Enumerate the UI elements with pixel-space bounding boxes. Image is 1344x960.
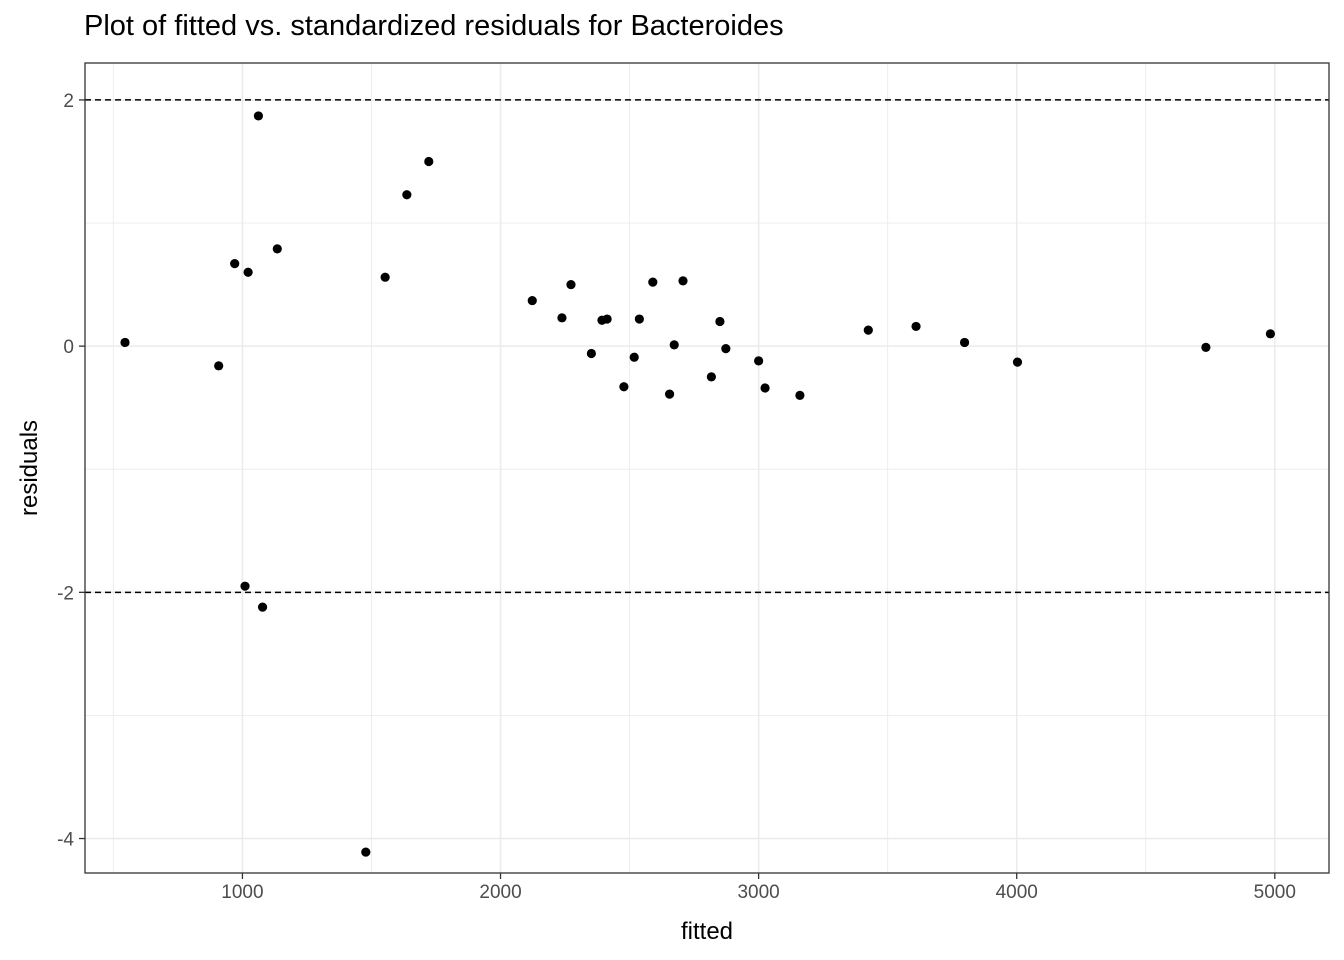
data-point [424,156,434,167]
data-point [380,272,390,282]
data-point [586,348,596,359]
y-tick-label: 2 [63,91,74,112]
data-point [1201,342,1211,352]
x-tick-label: 3000 [737,882,779,903]
data-point [634,314,644,324]
data-point [557,313,567,323]
data-point [669,340,679,350]
data-point [795,390,805,400]
data-point [619,382,629,392]
x-axis-ticks: 1000 2000 3000 4000 5000 [221,873,1296,903]
data-point [257,602,268,612]
data-point [648,277,658,287]
data-point [706,372,716,382]
data-point [272,244,282,254]
data-point [911,321,921,332]
data-point [863,325,873,335]
x-tick-label: 4000 [996,882,1038,903]
grid-lines [85,63,1329,873]
data-point [1012,357,1023,367]
y-axis-title: residuals [16,420,43,516]
data-point [240,581,250,591]
y-tick-label: 0 [63,337,74,358]
data-point [754,356,764,366]
data-point [721,343,731,354]
y-tick-label: -2 [57,583,74,604]
x-tick-label: 5000 [1254,882,1296,903]
data-point [120,337,130,348]
data-point [602,314,612,324]
data-point [959,337,970,348]
data-point [760,383,770,393]
data-point [230,259,240,269]
x-tick-label: 2000 [479,882,521,903]
chart-title: Plot of fitted vs. standardized residual… [84,10,784,42]
y-tick-label: -4 [57,830,74,851]
data-point [715,316,725,327]
x-tick-label: 1000 [221,882,263,903]
data-point [243,267,253,277]
x-axis-title: fitted [681,918,733,945]
data-point [402,190,412,200]
data-points [120,111,1276,857]
data-point [678,276,688,286]
panel-border [84,62,1330,874]
data-point [629,352,639,362]
data-point [214,361,224,371]
data-point [566,279,576,290]
data-point [1265,329,1276,339]
y-axis-ticks: 2 0 -2 -4 [57,91,85,851]
data-point [527,295,537,306]
reference-lines [85,99,1329,594]
data-point [253,111,264,121]
data-point [361,847,371,857]
data-point [664,389,675,399]
